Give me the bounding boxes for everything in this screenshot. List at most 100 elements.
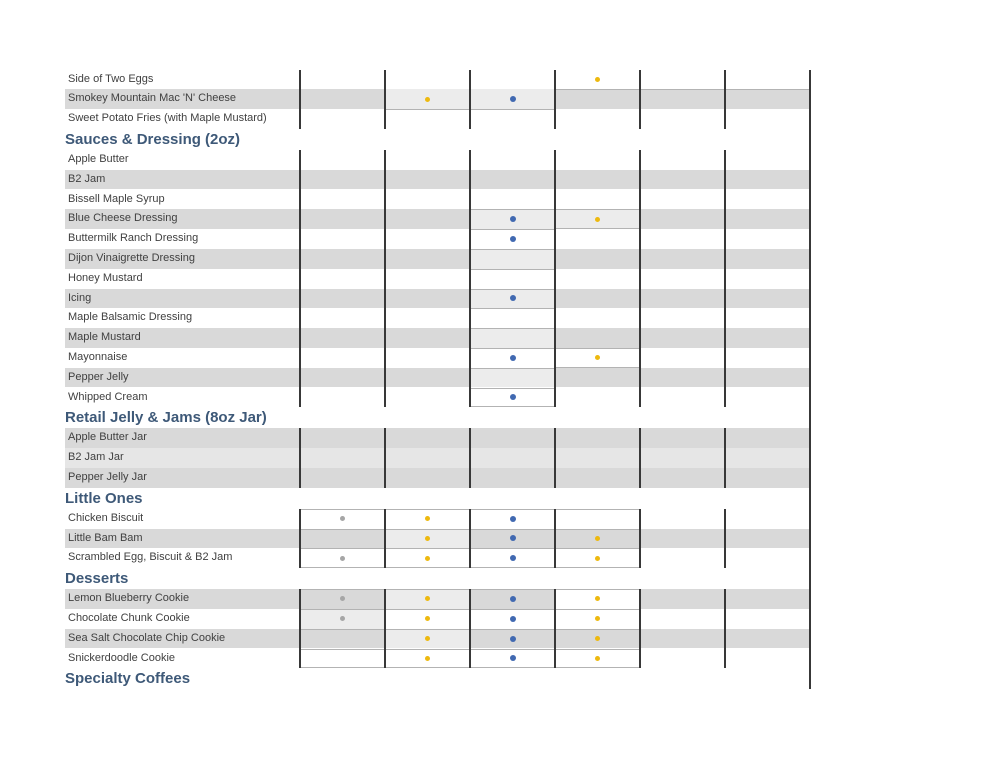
- column-divider: [469, 428, 471, 488]
- dot-gray: [340, 555, 345, 561]
- row-label: Scrambled Egg, Biscuit & B2 Jam: [68, 551, 233, 564]
- dot-yellow: [595, 355, 600, 361]
- row-label: Buttermilk Ranch Dressing: [68, 232, 199, 245]
- dot-yellow: [425, 596, 430, 602]
- column-divider: [554, 428, 556, 488]
- column-divider: [554, 69, 556, 129]
- dot-blue: [509, 515, 516, 522]
- column-divider: [299, 428, 301, 488]
- dot-yellow: [425, 616, 430, 622]
- dot-yellow: [595, 555, 600, 561]
- column-divider: [724, 589, 726, 669]
- dot-blue: [509, 235, 516, 242]
- row-label: Mayonnaise: [68, 350, 128, 363]
- table-row: B2 Jam Jar: [65, 448, 810, 468]
- cell-border-line: [555, 89, 810, 91]
- table-row: Icing: [65, 288, 810, 309]
- dot-yellow: [425, 516, 430, 522]
- dot-gray: [340, 616, 345, 622]
- dot-yellow: [595, 655, 600, 661]
- section-header: Little Ones: [65, 489, 143, 507]
- cell-border-box: [555, 209, 640, 230]
- table-row: Scrambled Egg, Biscuit & B2 Jam: [65, 548, 810, 569]
- row-label: Pepper Jelly Jar: [68, 470, 147, 483]
- dot-yellow: [425, 96, 430, 102]
- table-row: Sea Salt Chocolate Chip Cookie: [65, 628, 810, 649]
- cell-border-line: [470, 288, 555, 290]
- cell-border-line: [470, 387, 555, 389]
- table-row: Side of Two Eggs: [65, 69, 810, 90]
- table-row: Maple Balsamic Dressing: [65, 308, 810, 329]
- cell-border-line: [470, 308, 555, 310]
- cell-border-line: [470, 268, 555, 270]
- row-label: Maple Mustard: [68, 331, 141, 344]
- dot-gray: [340, 596, 345, 602]
- column-divider: [724, 149, 726, 408]
- table-row: Sweet Potato Fries (with Maple Mustard): [65, 109, 810, 129]
- dot-yellow: [595, 535, 600, 541]
- cell-border-line: [470, 328, 555, 330]
- column-divider: [299, 69, 301, 129]
- dot-blue: [509, 595, 516, 602]
- column-divider: [384, 69, 386, 129]
- section-header: Desserts: [65, 570, 129, 588]
- dot-yellow: [595, 636, 600, 642]
- row-label: Apple Butter: [68, 152, 129, 165]
- row-label: B2 Jam: [68, 172, 106, 185]
- column-divider: [724, 69, 726, 129]
- section-header: Sauces & Dressing (2oz): [65, 130, 241, 148]
- row-label: Blue Cheese Dressing: [68, 212, 178, 225]
- table-row: Lemon Blueberry Cookie: [65, 589, 810, 609]
- table-row: Apple Butter Jar: [65, 428, 810, 449]
- dot-gray: [340, 516, 345, 522]
- column-divider: [384, 149, 386, 408]
- dot-blue: [509, 295, 516, 302]
- row-label: B2 Jam Jar: [68, 451, 124, 464]
- row-label: Apple Butter Jar: [68, 431, 147, 444]
- row-label: Dijon Vinaigrette Dressing: [68, 251, 195, 264]
- table-row: Maple Mustard: [65, 328, 810, 348]
- section-header: Specialty Coffees: [65, 670, 191, 688]
- row-label: Pepper Jelly: [68, 370, 129, 383]
- table-row: Dijon Vinaigrette Dressing: [65, 248, 810, 269]
- table-row: Blue Cheese Dressing: [65, 209, 810, 230]
- table-row: Whipped Cream: [65, 387, 810, 408]
- cell-border-line: [470, 229, 555, 231]
- row-label: Chocolate Chunk Cookie: [68, 611, 190, 624]
- table-row: Apple Butter: [65, 149, 810, 170]
- row-label: Honey Mustard: [68, 271, 143, 284]
- column-divider: [639, 589, 641, 669]
- cell-border-line: [470, 248, 555, 250]
- cell-border-line: [470, 367, 555, 369]
- row-label: Snickerdoodle Cookie: [68, 651, 176, 664]
- cell-fill: [470, 367, 555, 388]
- dot-blue: [509, 655, 516, 662]
- column-divider: [384, 589, 386, 669]
- dot-yellow: [425, 636, 430, 642]
- column-divider: [469, 149, 471, 408]
- column-divider: [469, 508, 471, 569]
- column-divider: [299, 589, 301, 669]
- column-divider: [554, 508, 556, 569]
- dot-blue: [509, 615, 516, 622]
- row-label: Side of Two Eggs: [68, 72, 154, 85]
- column-divider: [299, 508, 301, 569]
- table-row: Snickerdoodle Cookie: [65, 648, 810, 669]
- table-row: Pepper Jelly Jar: [65, 467, 810, 488]
- row-label: Lemon Blueberry Cookie: [68, 592, 190, 605]
- dot-blue: [509, 555, 516, 562]
- row-label: Maple Balsamic Dressing: [68, 311, 193, 324]
- column-divider: [639, 69, 641, 129]
- row-label: Little Bam Bam: [68, 531, 143, 544]
- row-label: Smokey Mountain Mac 'N' Cheese: [68, 92, 237, 105]
- row-label: Bissell Maple Syrup: [68, 192, 165, 205]
- row-label: Icing: [68, 291, 92, 304]
- column-divider: [299, 149, 301, 408]
- dot-blue: [509, 216, 516, 223]
- table-row: B2 Jam: [65, 169, 810, 190]
- dot-yellow: [595, 596, 600, 602]
- column-divider: [469, 589, 471, 669]
- dot-yellow: [595, 616, 600, 622]
- dot-yellow: [425, 535, 430, 541]
